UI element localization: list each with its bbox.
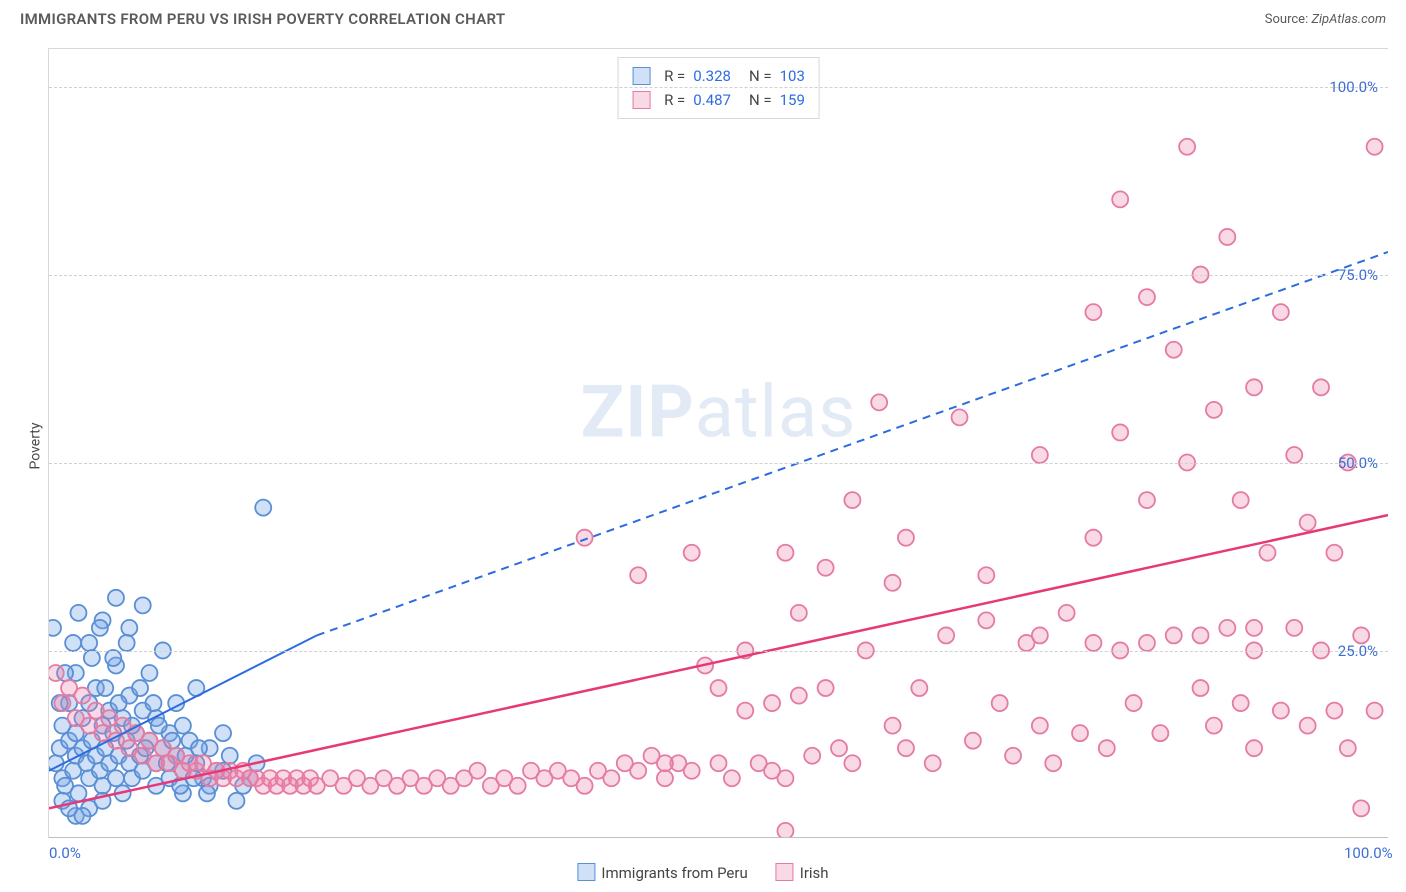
r-value-2: 0.487 xyxy=(693,88,731,112)
scatter-plot xyxy=(49,49,1388,838)
x-tick-label: 100.0% xyxy=(1344,844,1393,862)
legend-item-2: Irish xyxy=(776,863,829,882)
r-label: R = xyxy=(664,88,685,112)
legend-swatch-1 xyxy=(577,863,595,881)
chart-header: IMMIGRANTS FROM PERU VS IRISH POVERTY CO… xyxy=(0,0,1406,36)
y-tick-label: 25.0% xyxy=(1338,642,1378,660)
y-tick-label: 100.0% xyxy=(1329,78,1378,96)
y-tick-label: 50.0% xyxy=(1338,454,1378,472)
n-label: N = xyxy=(749,64,772,88)
chart-area: ZIPatlas R = 0.328 N = 103 R = 0.487 N =… xyxy=(48,48,1388,838)
grid-line xyxy=(49,463,1388,464)
legend-swatch-series-2 xyxy=(632,91,650,109)
correlation-row-1: R = 0.328 N = 103 xyxy=(632,64,805,88)
grid-line xyxy=(49,651,1388,652)
r-value-1: 0.328 xyxy=(693,64,731,88)
y-tick-label: 75.0% xyxy=(1338,266,1378,284)
grid-line xyxy=(49,87,1388,88)
n-label: N = xyxy=(749,88,772,112)
y-axis-label: Poverty xyxy=(28,422,44,469)
correlation-row-2: R = 0.487 N = 159 xyxy=(632,88,805,112)
legend-label-1: Immigrants from Peru xyxy=(601,864,747,882)
chart-source: Source: ZipAtlas.com xyxy=(1265,12,1386,27)
legend-swatch-2 xyxy=(776,863,794,881)
n-value-2: 159 xyxy=(780,88,805,112)
source-name: ZipAtlas.com xyxy=(1311,12,1386,27)
n-value-1: 103 xyxy=(780,64,805,88)
legend-item-1: Immigrants from Peru xyxy=(577,863,747,882)
correlation-legend: R = 0.328 N = 103 R = 0.487 N = 159 xyxy=(617,57,820,119)
x-axis xyxy=(49,837,1388,838)
x-tick-label: 0.0% xyxy=(49,844,81,862)
legend-swatch-series-1 xyxy=(632,67,650,85)
legend-label-2: Irish xyxy=(800,864,829,882)
source-prefix: Source: xyxy=(1265,12,1312,27)
r-label: R = xyxy=(664,64,685,88)
grid-line xyxy=(49,275,1388,276)
chart-title: IMMIGRANTS FROM PERU VS IRISH POVERTY CO… xyxy=(20,10,505,28)
series-legend: Immigrants from Peru Irish xyxy=(577,863,828,882)
